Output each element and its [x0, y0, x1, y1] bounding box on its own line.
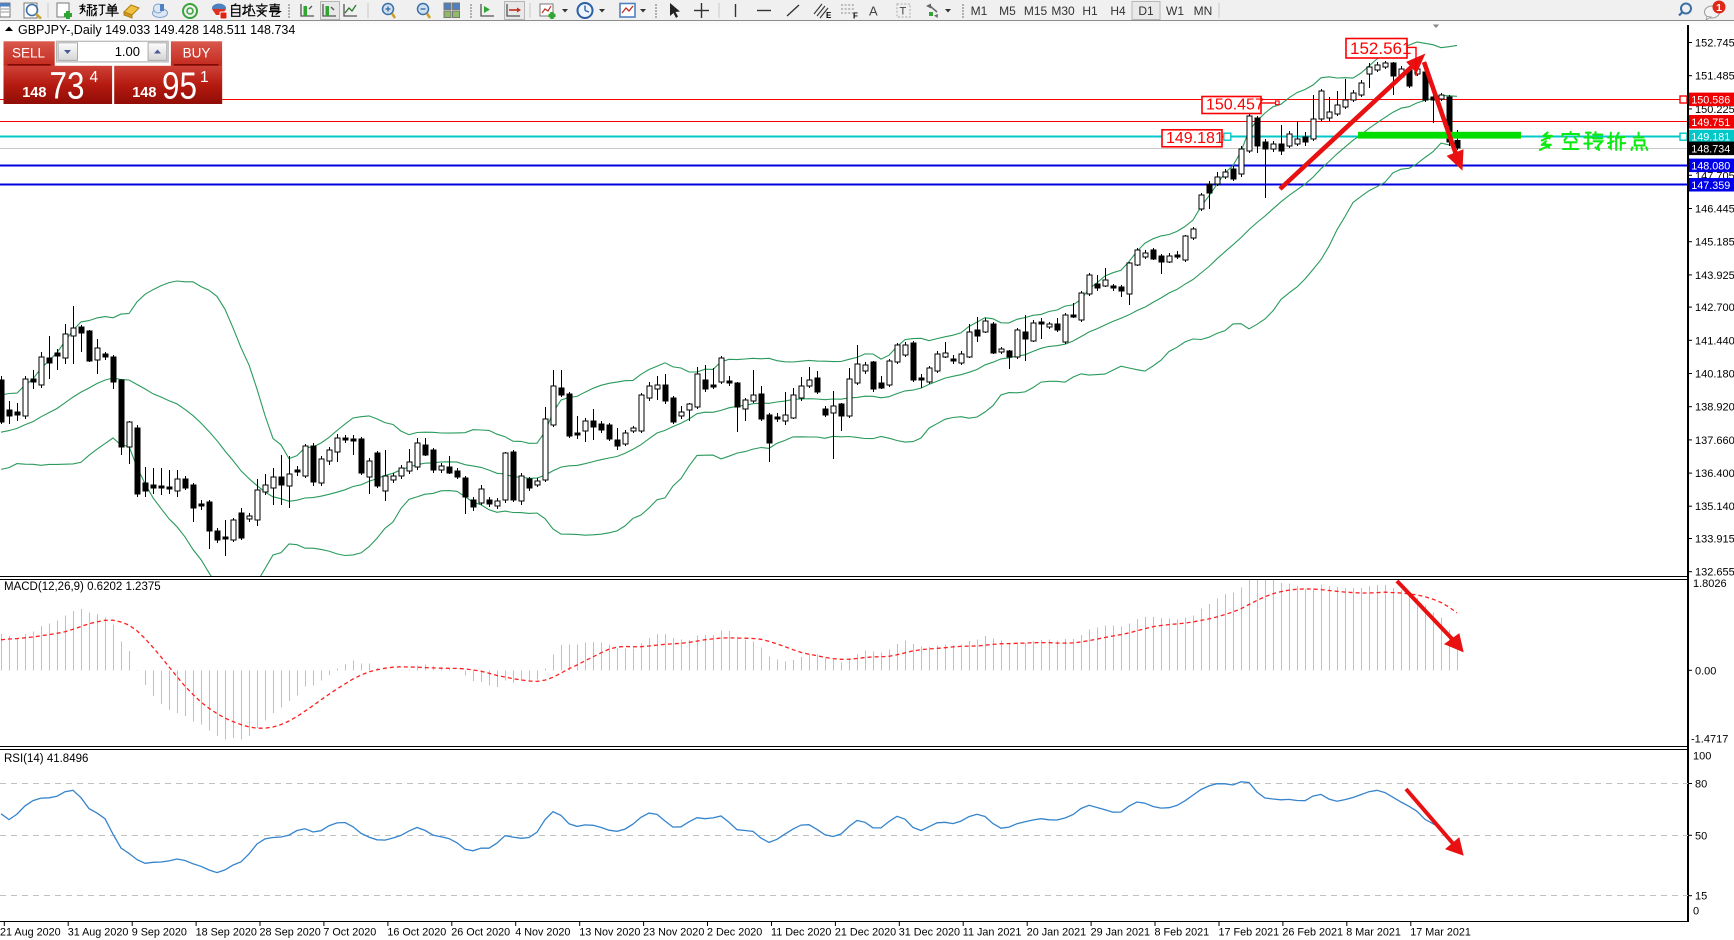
svg-text:T: T: [900, 6, 907, 18]
svg-text:149.181: 149.181: [1166, 130, 1224, 147]
svg-text:M5: M5: [999, 4, 1016, 18]
svg-text:RSI(14) 41.8496: RSI(14) 41.8496: [4, 753, 88, 765]
svg-text:31 Aug 2020: 31 Aug 2020: [68, 927, 129, 939]
svg-text:2 Dec 2020: 2 Dec 2020: [707, 927, 762, 939]
svg-text:100: 100: [1693, 751, 1711, 763]
svg-text:50: 50: [1695, 830, 1707, 842]
svg-text:151.485: 151.485: [1695, 71, 1734, 83]
svg-text:141.440: 141.440: [1695, 335, 1734, 347]
svg-text:143.925: 143.925: [1695, 270, 1734, 282]
svg-text:0.00: 0.00: [1695, 665, 1716, 677]
svg-text:80: 80: [1695, 779, 1707, 791]
svg-text:W1: W1: [1166, 4, 1184, 18]
svg-text:142.700: 142.700: [1695, 302, 1734, 314]
svg-text:E: E: [826, 11, 832, 20]
svg-text:MN: MN: [1194, 4, 1213, 18]
svg-text:95: 95: [162, 66, 197, 108]
svg-text:1.00: 1.00: [115, 44, 140, 59]
svg-text:A: A: [869, 4, 878, 19]
svg-text:8 Mar 2021: 8 Mar 2021: [1346, 927, 1401, 939]
svg-text:H4: H4: [1110, 4, 1126, 18]
svg-text:21 Aug 2020: 21 Aug 2020: [0, 927, 61, 939]
svg-text:21 Dec 2020: 21 Dec 2020: [835, 927, 896, 939]
svg-text:7 Oct 2020: 7 Oct 2020: [323, 927, 376, 939]
svg-text:23 Nov 2020: 23 Nov 2020: [643, 927, 704, 939]
svg-text:17 Feb 2021: 17 Feb 2021: [1219, 927, 1280, 939]
svg-text:SELL: SELL: [12, 46, 46, 61]
svg-text:136.400: 136.400: [1695, 468, 1734, 480]
svg-text:148: 148: [132, 85, 156, 101]
svg-text:15: 15: [1695, 891, 1707, 903]
svg-text:17 Mar 2021: 17 Mar 2021: [1410, 927, 1471, 939]
svg-text:28 Sep 2020: 28 Sep 2020: [260, 927, 321, 939]
svg-text:4: 4: [90, 69, 99, 86]
svg-text:MACD(12,26,9) 0.6202 1.2375: MACD(12,26,9) 0.6202 1.2375: [4, 581, 161, 593]
svg-text:13 Nov 2020: 13 Nov 2020: [579, 927, 640, 939]
svg-text:1: 1: [200, 69, 209, 86]
svg-text:20 Jan 2021: 20 Jan 2021: [1027, 927, 1086, 939]
svg-text:31 Dec 2020: 31 Dec 2020: [899, 927, 960, 939]
svg-text:26 Oct 2020: 26 Oct 2020: [451, 927, 510, 939]
svg-text:GBPJPY-,Daily 149.033 149.428: GBPJPY-,Daily 149.033 149.428 148.511 14…: [18, 23, 295, 37]
svg-text:4 Nov 2020: 4 Nov 2020: [515, 927, 570, 939]
svg-text:H1: H1: [1082, 4, 1098, 18]
svg-text:29 Jan 2021: 29 Jan 2021: [1091, 927, 1150, 939]
svg-text:0: 0: [1693, 906, 1699, 918]
svg-text:-1.4717: -1.4717: [1691, 734, 1728, 746]
svg-text:8 Feb 2021: 8 Feb 2021: [1155, 927, 1210, 939]
svg-text:137.660: 137.660: [1695, 435, 1734, 447]
svg-text:149.181: 149.181: [1691, 132, 1730, 144]
svg-text:132.655: 132.655: [1695, 567, 1734, 579]
svg-text:152.745: 152.745: [1695, 38, 1734, 50]
svg-text:M30: M30: [1051, 4, 1075, 18]
svg-text:147.359: 147.359: [1691, 180, 1730, 192]
svg-text:11 Dec 2020: 11 Dec 2020: [771, 927, 831, 939]
svg-text:1.8026: 1.8026: [1693, 578, 1727, 590]
svg-text:133.915: 133.915: [1695, 534, 1734, 546]
svg-text:148.734: 148.734: [1691, 143, 1730, 155]
svg-text:M1: M1: [971, 4, 988, 18]
svg-text:26 Feb 2021: 26 Feb 2021: [1282, 927, 1343, 939]
svg-text:148.080: 148.080: [1691, 160, 1730, 172]
svg-text:135.140: 135.140: [1695, 501, 1734, 513]
svg-text:146.445: 146.445: [1695, 204, 1734, 216]
svg-text:149.751: 149.751: [1691, 117, 1730, 129]
svg-text:D1: D1: [1138, 4, 1154, 18]
svg-text:150.586: 150.586: [1691, 94, 1730, 106]
svg-text:BUY: BUY: [183, 46, 211, 61]
svg-text:M15: M15: [1024, 4, 1048, 18]
svg-text:150.457: 150.457: [1206, 97, 1264, 114]
svg-text:150.225: 150.225: [1695, 104, 1734, 116]
svg-text:145.185: 145.185: [1695, 237, 1734, 249]
svg-text:16 Oct 2020: 16 Oct 2020: [387, 927, 446, 939]
svg-text:148: 148: [22, 85, 46, 101]
svg-text:F: F: [853, 12, 858, 21]
svg-text:73: 73: [50, 66, 85, 108]
svg-text:1: 1: [1716, 2, 1722, 14]
svg-text:140.180: 140.180: [1695, 369, 1734, 381]
svg-text:138.920: 138.920: [1695, 402, 1734, 414]
svg-text:152.561: 152.561: [1350, 39, 1411, 58]
svg-text:18 Sep 2020: 18 Sep 2020: [196, 927, 257, 939]
svg-text:9 Sep 2020: 9 Sep 2020: [132, 927, 187, 939]
svg-text:11 Jan 2021: 11 Jan 2021: [963, 927, 1022, 939]
